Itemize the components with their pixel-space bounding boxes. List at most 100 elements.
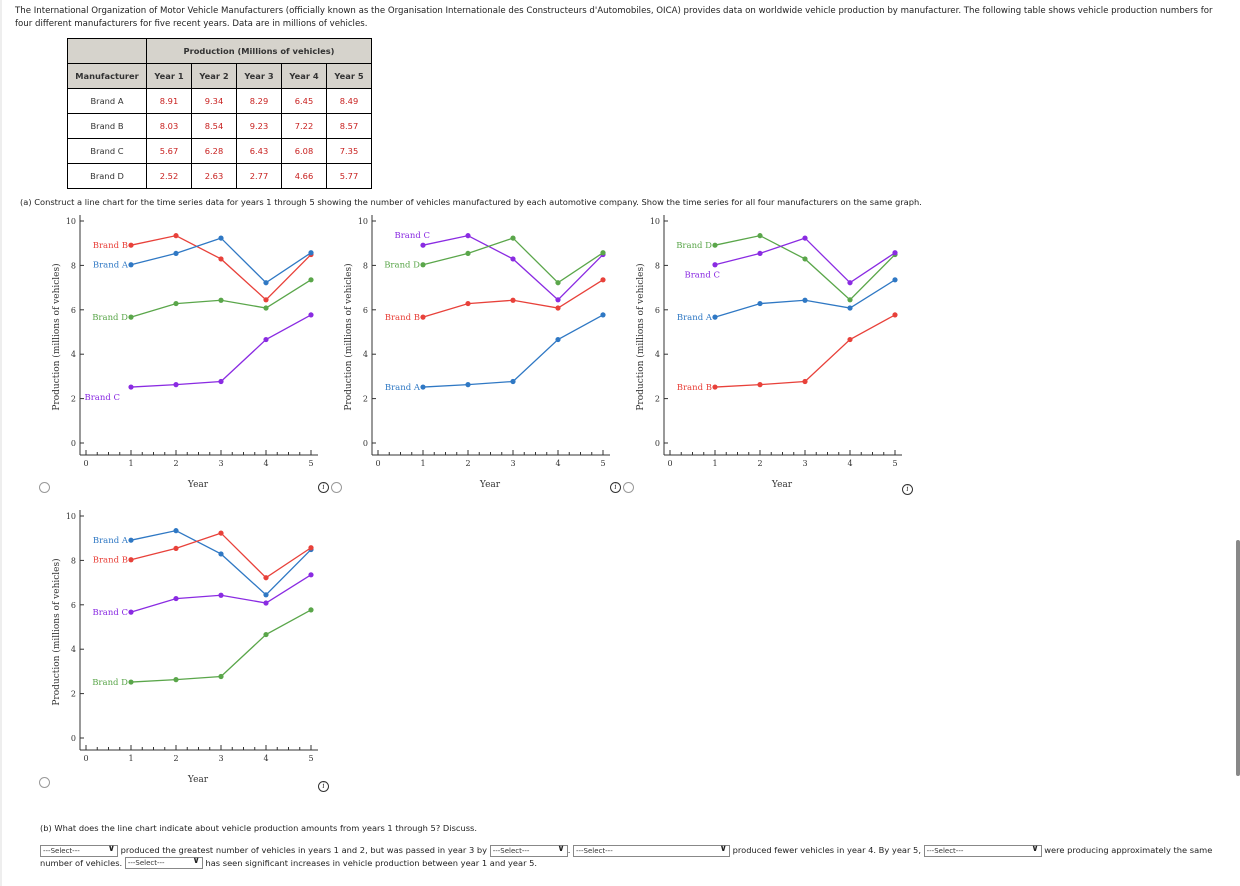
series-label: Brand C xyxy=(395,231,431,241)
production-value: 8.03 xyxy=(146,113,192,139)
series-line-brand-c xyxy=(422,234,604,301)
x-tick-label: 4 xyxy=(263,754,268,763)
x-tick-label: 4 xyxy=(847,459,852,468)
info-icon[interactable]: i xyxy=(318,482,329,493)
x-axis-label: Year xyxy=(187,480,209,490)
data-point xyxy=(218,530,224,536)
select-dropdown-4[interactable]: ---Select--- ∨ xyxy=(923,844,1042,857)
data-point xyxy=(173,677,179,683)
y-tick-label: 4 xyxy=(363,350,368,359)
series-line-brand-b xyxy=(130,234,312,301)
select-dropdown-2[interactable]: ---Select--- ∨ xyxy=(489,844,568,857)
info-icon[interactable]: i xyxy=(318,781,329,792)
production-value: 8.49 xyxy=(326,88,372,114)
series-label: Brand B xyxy=(93,556,128,566)
column-header: Year 1 xyxy=(146,63,192,89)
data-point xyxy=(308,277,314,283)
data-point xyxy=(600,250,606,256)
data-point xyxy=(465,300,471,307)
production-value: 6.43 xyxy=(236,138,282,164)
sentence-text: produced the greatest number of vehicles… xyxy=(120,845,488,855)
data-point xyxy=(173,250,179,257)
y-tick-label: 6 xyxy=(655,306,660,315)
option-radio-4[interactable] xyxy=(39,777,50,788)
production-value: 8.54 xyxy=(191,113,237,139)
x-tick-label: 4 xyxy=(555,459,560,468)
info-icon[interactable]: i xyxy=(902,484,913,495)
x-tick-label: 1 xyxy=(420,459,425,468)
data-point xyxy=(892,277,898,283)
data-point xyxy=(128,557,134,563)
data-point xyxy=(600,312,606,318)
column-header: Year 3 xyxy=(236,63,282,89)
data-point xyxy=(218,551,224,557)
data-point xyxy=(802,256,808,262)
data-point xyxy=(802,297,808,303)
data-point xyxy=(465,233,471,239)
production-value: 8.57 xyxy=(326,113,372,139)
part-a-question: (a) Construct a line chart for the time … xyxy=(20,197,922,207)
data-point xyxy=(510,256,516,262)
series-line-brand-c xyxy=(130,314,312,388)
y-tick-label: 10 xyxy=(358,217,368,226)
production-value: 6.28 xyxy=(191,138,237,164)
x-tick-label: 1 xyxy=(712,459,717,468)
info-icon[interactable]: i xyxy=(610,482,621,493)
y-tick-label: 4 xyxy=(71,350,76,359)
series-line-brand-d xyxy=(714,234,896,301)
production-value: 4.66 xyxy=(281,163,327,189)
data-point xyxy=(263,575,269,581)
data-point xyxy=(510,235,516,241)
option-radio-3[interactable] xyxy=(623,482,634,493)
column-header: Manufacturer xyxy=(67,63,147,89)
table-row: Brand A 8.91 9.34 8.29 6.45 8.49 xyxy=(67,88,372,114)
data-point xyxy=(892,312,898,318)
data-point xyxy=(712,314,718,320)
y-tick-label: 6 xyxy=(71,601,76,610)
series-label: Brand A xyxy=(93,261,129,271)
data-point xyxy=(420,314,426,320)
production-value: 7.22 xyxy=(281,113,327,139)
data-point xyxy=(712,242,718,248)
select-dropdown-1[interactable]: ---Select--- ∨ xyxy=(40,844,118,857)
y-tick-label: 2 xyxy=(71,395,76,404)
data-point xyxy=(420,262,426,268)
data-point xyxy=(128,262,134,268)
y-tick-label: 4 xyxy=(655,350,660,359)
data-point xyxy=(892,250,898,256)
x-axis-label: Year xyxy=(479,480,501,490)
data-point xyxy=(757,233,763,239)
scrollbar[interactable] xyxy=(1236,540,1240,776)
data-point xyxy=(555,280,561,286)
line-chart-option-4: 0 2 4 6 8 10 0 1 2 3 4 5 Year Production (millions of… xyxy=(51,510,318,785)
x-axis-label: Year xyxy=(771,480,793,490)
y-tick-label: 2 xyxy=(363,395,368,404)
select-dropdown-5[interactable]: ---Select--- ∨ xyxy=(124,856,203,869)
data-point xyxy=(308,312,314,318)
series-line-brand-b xyxy=(714,314,896,388)
series-label: Brand C xyxy=(93,608,129,618)
intro-text: The International Organization of Motor … xyxy=(15,6,1213,29)
data-point xyxy=(555,336,561,343)
option-radio-2[interactable] xyxy=(331,482,342,493)
data-point xyxy=(173,545,179,552)
select-placeholder: ---Select--- xyxy=(43,846,80,855)
series-label: Brand C xyxy=(685,271,721,281)
y-tick-label: 10 xyxy=(650,217,660,226)
sentence-text: produced fewer vehicles in year 4. By ye… xyxy=(732,845,921,855)
y-tick-label: 0 xyxy=(655,439,660,448)
data-point xyxy=(308,545,314,551)
x-tick-label: 3 xyxy=(802,459,807,468)
data-point xyxy=(218,256,224,262)
column-header: Year 4 xyxy=(281,63,327,89)
x-tick-label: 5 xyxy=(308,754,313,763)
series-label: Brand D xyxy=(676,241,712,251)
data-point xyxy=(510,297,516,303)
y-axis-label: Production (millions of vehicles) xyxy=(343,263,354,410)
data-point xyxy=(555,297,561,303)
production-value: 2.63 xyxy=(191,163,237,189)
select-dropdown-3[interactable]: ---Select--- ∨ xyxy=(572,844,730,857)
y-tick-label: 2 xyxy=(71,690,76,699)
chevron-down-icon: ∨ xyxy=(192,856,200,866)
option-radio-1[interactable] xyxy=(39,482,50,493)
